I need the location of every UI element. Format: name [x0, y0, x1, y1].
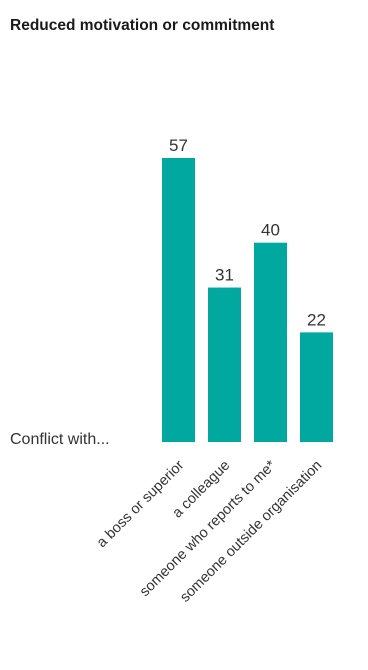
- value-label-1: 57: [169, 136, 188, 155]
- tick-label-1: a boss or superior: [94, 457, 187, 550]
- row-label: Conflict with...: [10, 431, 110, 448]
- value-label-4: 22: [307, 310, 326, 329]
- value-label-3: 40: [261, 221, 280, 240]
- bar-3: [254, 242, 287, 442]
- bar-4: [300, 332, 333, 442]
- bars-group: [162, 158, 333, 442]
- bar-2: [208, 287, 241, 442]
- value-label-2: 31: [215, 266, 234, 285]
- value-labels-group: 57 31 40 22: [169, 136, 326, 329]
- chart-title: Reduced motivation or commitment: [10, 17, 275, 34]
- bar-1: [162, 158, 195, 442]
